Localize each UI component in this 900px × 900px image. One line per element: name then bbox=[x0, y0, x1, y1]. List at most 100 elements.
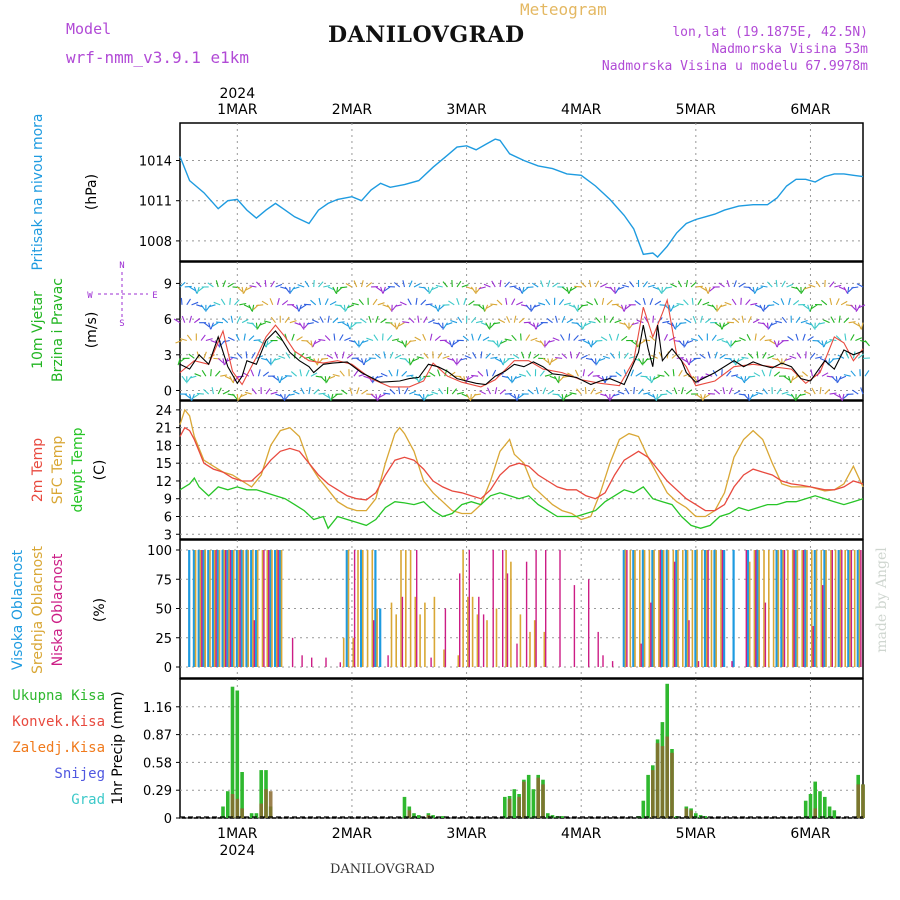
wind-arrow bbox=[406, 374, 414, 377]
wind-arrow bbox=[477, 304, 484, 310]
cloud-mid-bar bbox=[648, 550, 651, 667]
wind-arrow bbox=[843, 317, 850, 324]
wind-arrow bbox=[320, 375, 326, 382]
wind-arrow bbox=[776, 358, 782, 365]
wind-arrow bbox=[847, 286, 850, 294]
wind-arrow bbox=[561, 315, 566, 323]
wind-arrow bbox=[801, 371, 809, 377]
wind-arrow bbox=[595, 339, 603, 342]
wind-arrow bbox=[652, 393, 657, 401]
cloud-mid-bar bbox=[433, 596, 436, 667]
cloud-low-bar bbox=[650, 602, 652, 667]
wind-arrow bbox=[601, 376, 606, 383]
cloud-high-bar bbox=[231, 550, 234, 667]
wind-arrow bbox=[857, 322, 862, 330]
wind-arrow bbox=[566, 318, 574, 324]
cloud-high-bar bbox=[794, 550, 797, 667]
wind-arrow bbox=[699, 353, 706, 359]
wind-arrow bbox=[353, 280, 358, 288]
wind-arrow bbox=[788, 297, 791, 305]
wind-arrow bbox=[360, 318, 367, 324]
wind-arrow bbox=[670, 304, 675, 312]
cloud-mid-bar bbox=[686, 550, 689, 667]
wind-arrow bbox=[786, 283, 794, 288]
cloud-mid-bar bbox=[237, 550, 240, 667]
wind-arrow bbox=[189, 315, 193, 323]
cloud-high-bar bbox=[660, 550, 664, 667]
wind-arrow bbox=[570, 286, 577, 292]
wind-arrow bbox=[654, 300, 662, 306]
precip-total-bar bbox=[512, 789, 517, 818]
cloud-high-bar bbox=[823, 550, 826, 667]
wind-arrow bbox=[324, 376, 327, 384]
wind-arrow bbox=[412, 357, 420, 362]
wind-arrow bbox=[663, 333, 668, 341]
wind-arrow bbox=[623, 352, 629, 359]
wind-arrow bbox=[829, 297, 833, 305]
wind-arrow bbox=[340, 286, 348, 289]
wind-arrow bbox=[578, 338, 586, 342]
cloud-mid-bar bbox=[701, 550, 703, 667]
wind-arrow bbox=[471, 333, 474, 341]
cloud-mid-bar bbox=[218, 550, 221, 667]
wind-arrow bbox=[858, 304, 866, 309]
precip-axis-label: 1hr Precip (mm) bbox=[110, 691, 126, 804]
wind-arrow bbox=[452, 340, 460, 345]
wind-arrow bbox=[341, 389, 348, 395]
wind-arrow bbox=[538, 302, 546, 306]
wind-arrow bbox=[683, 373, 691, 377]
wind-arrow bbox=[259, 322, 267, 326]
wind-arrow bbox=[533, 304, 541, 308]
wind-arrow bbox=[733, 390, 741, 395]
wind-arrow bbox=[451, 340, 455, 348]
cloud-high-bar bbox=[235, 550, 238, 667]
wind-arrow bbox=[560, 334, 565, 341]
temp-dewpt-label: dewpt Temp bbox=[70, 427, 86, 512]
wind-arrow bbox=[215, 370, 221, 377]
wind-arrow bbox=[244, 391, 252, 395]
wind-arrow bbox=[502, 358, 506, 366]
wind-arrow bbox=[479, 390, 486, 395]
wind-arrow bbox=[265, 388, 271, 395]
wind-arrow bbox=[705, 317, 712, 324]
precip-conv-bar bbox=[259, 803, 263, 818]
wind-arrow bbox=[803, 286, 811, 290]
wind-arrow bbox=[196, 286, 200, 294]
wind-arrow bbox=[429, 333, 433, 341]
wind-arrow bbox=[801, 286, 807, 294]
cloud-mid-bar bbox=[653, 550, 655, 667]
cloud-low-bar bbox=[325, 657, 327, 667]
wind-arrow bbox=[714, 351, 718, 359]
station-title: DANILOVGRAD bbox=[328, 22, 525, 48]
wind-arrow bbox=[346, 353, 353, 359]
temp-sfc-line bbox=[179, 408, 864, 521]
wind-arrow bbox=[193, 318, 201, 324]
cloud-high-bar bbox=[651, 550, 654, 667]
wind-arrow bbox=[788, 376, 792, 384]
wind-arrow bbox=[689, 357, 697, 364]
wind-arrow bbox=[854, 304, 857, 312]
wind-arrow bbox=[542, 387, 547, 395]
cloud-low-bar bbox=[339, 662, 341, 667]
wind-arrow bbox=[728, 357, 735, 364]
wind-arrow bbox=[547, 280, 551, 288]
wind-arrow bbox=[310, 299, 317, 306]
wind-arrow bbox=[359, 340, 364, 347]
wind-arrow bbox=[324, 298, 329, 306]
cloud-low-bar bbox=[626, 550, 628, 667]
wind-arrow bbox=[711, 334, 717, 341]
wind-arrow bbox=[719, 354, 726, 359]
wind-arrow bbox=[211, 387, 214, 395]
cloud-low-bar bbox=[850, 550, 853, 667]
wind-arrow bbox=[318, 281, 324, 288]
cloud-mid-bar bbox=[667, 550, 670, 667]
cloud-mid-bar bbox=[710, 550, 713, 667]
wind-arrow bbox=[686, 340, 694, 344]
cloud-mid-bar bbox=[691, 550, 694, 667]
wind-arrow bbox=[296, 304, 300, 312]
wind-arrow bbox=[764, 339, 772, 342]
wind-arrow bbox=[518, 317, 525, 324]
wind-arrow bbox=[629, 281, 635, 288]
wind-arrow bbox=[692, 375, 698, 383]
wind-arrow bbox=[700, 286, 707, 292]
